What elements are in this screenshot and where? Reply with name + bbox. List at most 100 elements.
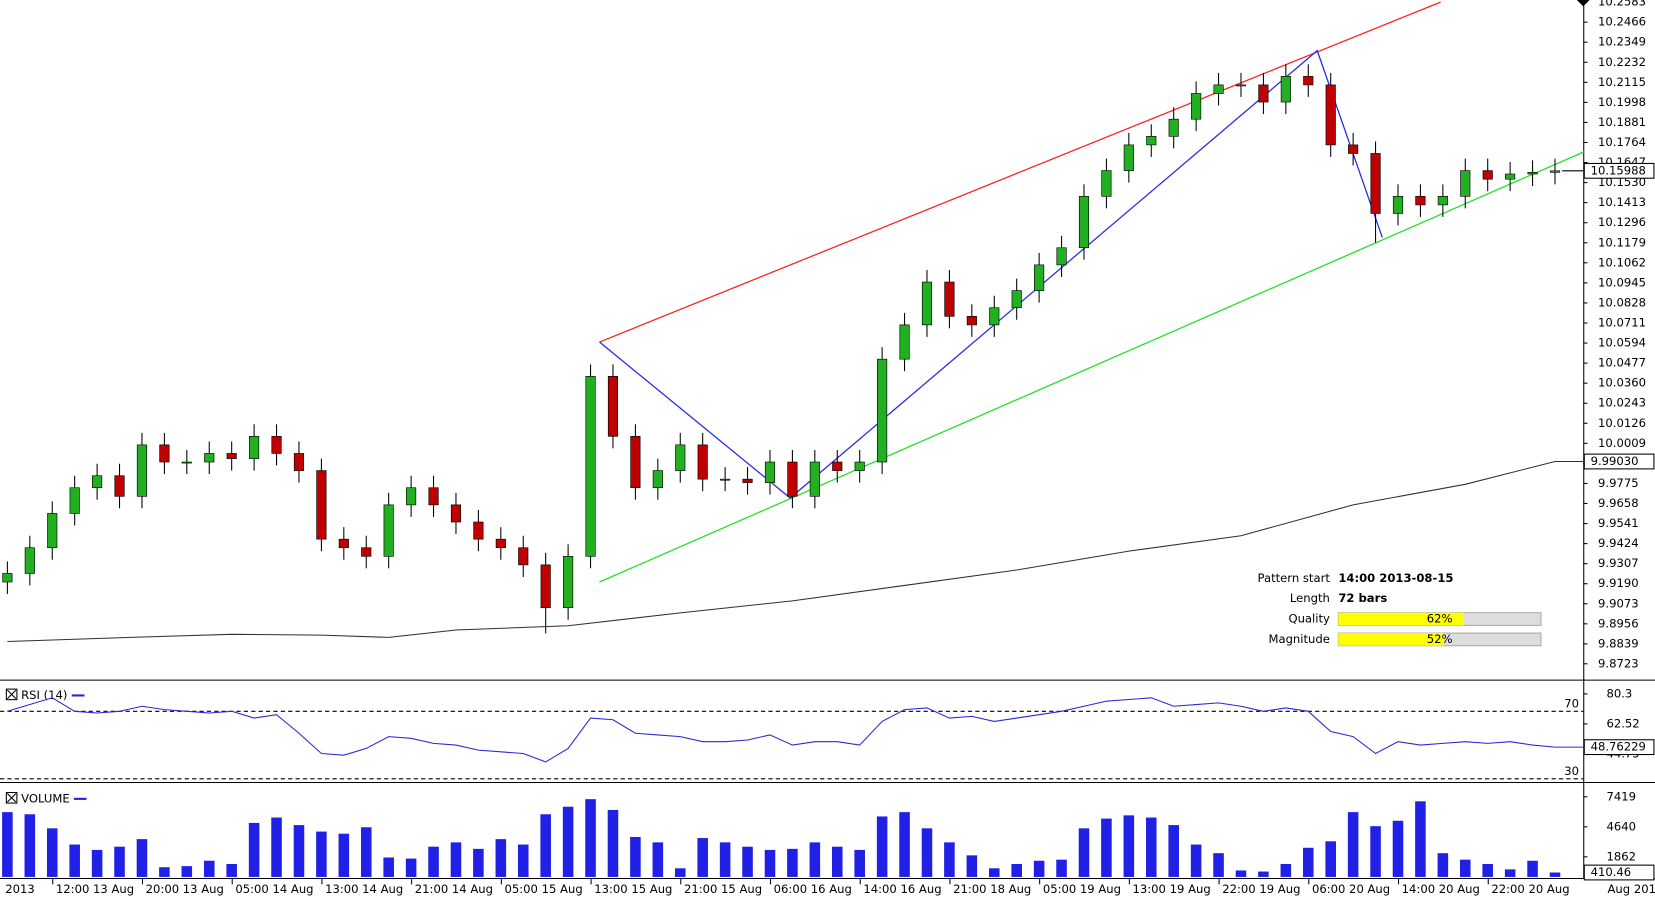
y-tick-label: 10.2583 xyxy=(1598,0,1646,9)
checkbox-cross xyxy=(7,689,17,699)
volume-bar xyxy=(159,867,170,877)
candle-body xyxy=(921,281,933,326)
x-tick-label: 13:00 19 Aug xyxy=(1133,882,1211,896)
volume-bar xyxy=(1123,815,1135,877)
progress-fill xyxy=(1338,612,1464,626)
volume-bar xyxy=(203,860,215,877)
volume-bar xyxy=(966,855,978,877)
volume-bar xyxy=(473,848,484,877)
y-tick-label: 80.3 xyxy=(1606,686,1632,700)
y-tick-label: 62.52 xyxy=(1606,716,1639,730)
y-tick-label: 10.2349 xyxy=(1598,35,1646,49)
x-tick-label: 14:00 16 Aug xyxy=(863,882,941,896)
candle-body xyxy=(1415,196,1426,206)
rsi-line xyxy=(7,697,1556,763)
candle-body xyxy=(899,324,910,360)
candle-body xyxy=(1460,170,1471,197)
y-tick-label: 10.1179 xyxy=(1598,235,1646,249)
volume-bar xyxy=(1235,870,1247,877)
volume-bar xyxy=(831,846,843,877)
candle-body xyxy=(1482,170,1493,180)
volume-bar xyxy=(293,825,305,877)
candle-body xyxy=(1213,84,1224,94)
y-tick-label: 10.1764 xyxy=(1598,135,1646,149)
y-tick-label: 9.9424 xyxy=(1598,536,1639,550)
volume-bar xyxy=(450,842,462,877)
volume-bar xyxy=(787,848,798,877)
y-tick-label: 10.0009 xyxy=(1598,436,1646,450)
info-value: 14:00 2013-08-15 xyxy=(1338,571,1453,585)
y-tick-label: 9.8956 xyxy=(1598,616,1639,630)
candle-body xyxy=(1280,76,1291,103)
candle-body xyxy=(1011,290,1022,309)
volume-bar xyxy=(607,809,619,877)
x-tick-label: 13:00 14 Aug xyxy=(325,882,403,896)
candle-body xyxy=(1123,144,1134,171)
y-tick-label: 10.0711 xyxy=(1598,316,1646,330)
volume-bar xyxy=(921,828,933,877)
y-tick-label: 10.1881 xyxy=(1598,115,1646,129)
candle-body xyxy=(428,487,439,506)
y-tick-label: 10.1413 xyxy=(1598,195,1646,209)
candle-body xyxy=(204,453,215,463)
volume-bar xyxy=(91,849,103,877)
volume-bar xyxy=(1168,825,1179,877)
x-tick-label: 12:00 13 Aug xyxy=(56,882,134,896)
candle-body xyxy=(787,461,798,497)
checkbox-cross xyxy=(7,793,17,803)
panel-title: RSI (14) xyxy=(21,688,67,702)
candle-body xyxy=(518,547,529,566)
candle-body xyxy=(226,453,237,459)
volume-bar xyxy=(585,799,596,877)
volume-bar xyxy=(428,846,439,877)
volume-bar xyxy=(1190,844,1202,877)
volume-bar xyxy=(248,822,260,877)
y-tick-label: 10.2232 xyxy=(1598,55,1646,69)
candle-body xyxy=(316,470,327,540)
volume-bar xyxy=(271,817,282,877)
candle-body xyxy=(809,461,820,497)
candle-body xyxy=(473,521,484,540)
ma-last-label-box xyxy=(1583,453,1655,470)
volume-last-label-box xyxy=(1583,864,1655,881)
y-tick-label: 10.1296 xyxy=(1598,215,1646,229)
y-tick-label: 10.2466 xyxy=(1598,15,1646,29)
candle-body xyxy=(854,461,865,471)
pattern-support xyxy=(599,151,1585,583)
x-tick-label: 22:00 20 Aug xyxy=(1491,882,1569,896)
volume-last-label: 410.46 xyxy=(1591,865,1632,879)
x-tick-label: 06:00 20 Aug xyxy=(1312,882,1390,896)
volume-bar xyxy=(742,846,753,877)
candle-body xyxy=(675,444,686,471)
volume-bar xyxy=(24,814,36,877)
candle-body xyxy=(271,435,282,454)
volume-bar xyxy=(630,836,641,877)
candle-body xyxy=(989,307,1000,326)
x-tick-label: 22:00 19 Aug xyxy=(1222,882,1300,896)
volume-bar xyxy=(854,849,865,877)
y-tick-label: 9.9190 xyxy=(1598,576,1639,590)
candle-body xyxy=(69,487,80,514)
pattern-zigzag xyxy=(599,49,1383,499)
candle-body xyxy=(249,435,260,459)
candle-body xyxy=(832,461,843,471)
y-tick-label: 9.8723 xyxy=(1598,656,1639,670)
y-tick-label: 10.0126 xyxy=(1598,416,1646,430)
candle-body xyxy=(742,478,753,483)
candle-body xyxy=(1392,196,1404,214)
level-label: 70 xyxy=(1564,696,1579,710)
candle-body xyxy=(1325,84,1336,146)
volume-bar xyxy=(226,863,237,877)
candle-body xyxy=(1078,196,1090,249)
candle-body xyxy=(92,475,103,489)
y-tick-label: 4640 xyxy=(1606,819,1636,833)
volume-bar xyxy=(1302,847,1314,877)
y-tick-label: 10.1062 xyxy=(1598,255,1646,269)
y-tick-label: 9.9307 xyxy=(1598,556,1639,570)
x-tick-label: 06:00 16 Aug xyxy=(774,882,852,896)
volume-bar xyxy=(46,828,58,877)
volume-bar xyxy=(495,839,507,877)
candle-body xyxy=(406,487,417,506)
volume-bar xyxy=(1482,863,1493,877)
